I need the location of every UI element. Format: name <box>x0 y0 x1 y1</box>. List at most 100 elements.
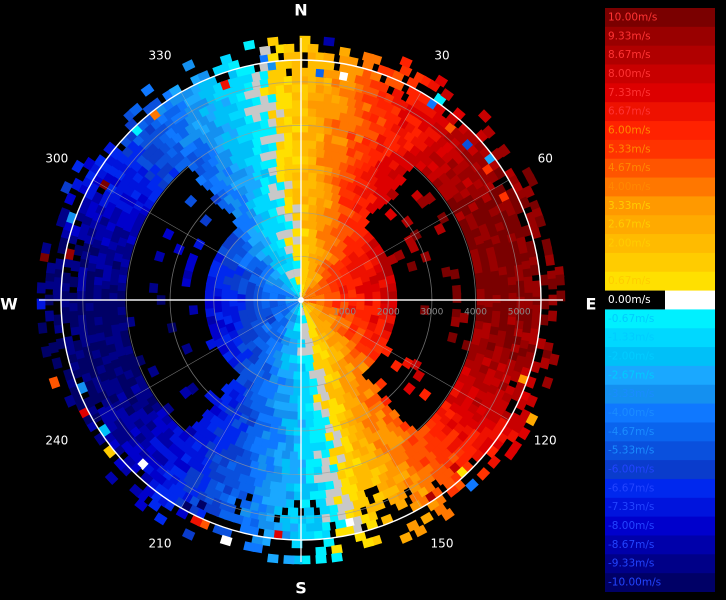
velocity-cell <box>46 262 56 274</box>
velocity-cell <box>319 391 331 403</box>
velocity-cell <box>433 92 447 106</box>
colorbar-label: -2.00m/s <box>608 351 654 363</box>
velocity-cell <box>101 310 111 322</box>
colorbar-swatch <box>605 422 715 442</box>
velocity-cell <box>243 64 256 76</box>
colorbar-label: 7.33m/s <box>608 87 651 99</box>
velocity-cell <box>206 314 217 326</box>
velocity-cell <box>319 416 331 427</box>
velocity-cell <box>481 266 492 278</box>
velocity-cell <box>287 451 298 461</box>
colorbar-label: 2.00m/s <box>608 237 651 249</box>
velocity-cell <box>182 59 196 72</box>
velocity-cell <box>403 382 416 396</box>
colorbar-swatch <box>605 158 715 179</box>
colorbar-label: 6.67m/s <box>608 106 651 118</box>
velocity-cell <box>118 320 128 332</box>
velocity-cell <box>449 268 460 280</box>
colorbar-swatch <box>605 478 715 499</box>
velocity-cell <box>307 43 319 53</box>
velocity-cell <box>182 528 196 541</box>
velocity-cell <box>288 313 297 324</box>
velocity-cell <box>315 205 327 216</box>
velocity-cell <box>267 206 279 218</box>
velocity-cell <box>104 471 119 485</box>
velocity-cell <box>315 490 327 500</box>
velocity-cell <box>292 155 302 165</box>
velocity-cell <box>315 221 327 232</box>
velocity-cell <box>308 228 319 239</box>
velocity-cell <box>259 175 271 187</box>
velocity-cell <box>323 537 335 548</box>
velocity-cell <box>346 305 357 316</box>
velocity-cell <box>383 266 395 278</box>
velocity-cell <box>314 263 327 276</box>
velocity-cell <box>523 276 533 288</box>
colorbar-swatch <box>605 45 715 66</box>
velocity-cell <box>181 276 192 288</box>
colorbar-label: 2.67m/s <box>608 219 651 231</box>
velocity-cell <box>283 59 295 69</box>
velocity-cell <box>452 284 462 295</box>
velocity-cell <box>92 298 102 310</box>
velocity-cell <box>291 91 303 101</box>
velocity-cell <box>292 387 302 397</box>
velocity-cell <box>181 343 193 355</box>
velocity-cell <box>257 341 270 354</box>
velocity-cell <box>220 383 234 396</box>
velocity-cell <box>292 427 302 437</box>
velocity-cell <box>300 235 310 245</box>
velocity-cell <box>300 107 311 117</box>
velocity-cell <box>183 425 197 439</box>
azimuth-spoke <box>300 299 422 508</box>
velocity-cell <box>300 443 310 453</box>
colorbar-label: 4.00m/s <box>608 181 651 193</box>
velocity-cell <box>287 419 298 429</box>
azimuth-spoke <box>300 299 509 421</box>
velocity-cell <box>228 378 241 392</box>
velocity-cell <box>162 228 175 241</box>
velocity-cell <box>331 438 343 449</box>
velocity-cell <box>222 314 233 326</box>
velocity-cell <box>299 91 311 101</box>
velocity-cell <box>311 393 323 404</box>
velocity-cell <box>319 408 331 419</box>
velocity-cell <box>304 451 315 461</box>
velocity-cell <box>315 425 327 436</box>
colorbar-swatch <box>605 177 715 197</box>
velocity-cell <box>264 274 277 287</box>
velocity-cell <box>331 290 342 301</box>
velocity-cell <box>547 310 558 322</box>
velocity-cell <box>331 552 343 563</box>
velocity-cell <box>355 301 366 311</box>
range-tick-label: 3000 <box>420 308 443 318</box>
colorbar-swatch <box>605 8 715 28</box>
velocity-cell <box>37 322 48 334</box>
velocity-cell <box>288 403 298 413</box>
velocity-cell <box>304 354 315 365</box>
velocity-cell <box>492 302 502 314</box>
colorbar-swatch <box>605 516 715 536</box>
velocity-cell <box>319 473 331 484</box>
colorbar-label: -8.00m/s <box>608 520 654 532</box>
velocity-cell <box>275 68 287 78</box>
velocity-cell <box>199 214 213 227</box>
velocity-cell <box>314 304 325 313</box>
velocity-cell <box>68 308 79 320</box>
velocity-cell <box>525 412 539 427</box>
velocity-cell <box>307 131 319 142</box>
velocity-cell <box>193 238 206 251</box>
velocity-cell <box>492 286 502 298</box>
velocity-cell <box>292 171 302 181</box>
colorbar-swatch <box>605 460 715 480</box>
velocity-cell <box>308 244 319 255</box>
velocity-cell <box>188 305 199 316</box>
velocity-cell <box>315 441 327 452</box>
velocity-cell <box>292 187 302 197</box>
velocity-cell <box>51 357 63 370</box>
velocity-cell <box>357 215 370 229</box>
velocity-cell <box>116 280 127 292</box>
velocity-cell <box>390 359 403 373</box>
velocity-cell <box>311 352 323 364</box>
velocity-cell <box>300 171 310 181</box>
